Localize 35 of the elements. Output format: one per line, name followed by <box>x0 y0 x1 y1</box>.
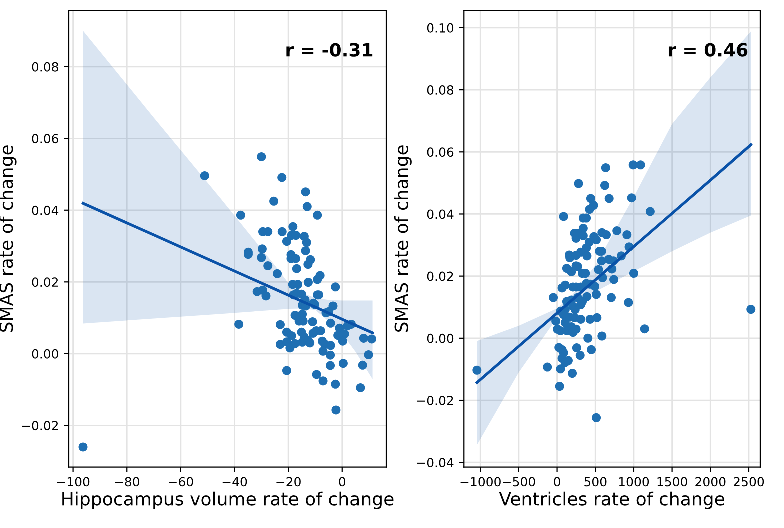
annotation: r = 0.46 <box>668 43 748 57</box>
x-tick-label: 1500 <box>658 477 688 487</box>
x-axis-title: Ventricles rate of change <box>499 492 724 510</box>
x-tick-label: −20 <box>276 477 301 487</box>
y-tick-label: 0.08 <box>32 62 58 72</box>
x-tick-label: 0 <box>339 477 346 487</box>
y-tick-label: −0.02 <box>22 421 58 431</box>
y-tick-label: 0.04 <box>427 210 454 220</box>
y-tick-label: −0.02 <box>417 396 454 406</box>
y-axis-title: SMAS rate of change <box>394 146 412 332</box>
x-tick-label: 500 <box>584 477 607 487</box>
y-tick-label: 0.00 <box>32 349 58 359</box>
y-tick-label: 0.02 <box>32 278 58 288</box>
x-axis-title: Hippocampus volume rate of change <box>62 492 394 510</box>
x-tick-label: −40 <box>222 477 248 487</box>
annotation: r = -0.31 <box>286 43 373 57</box>
y-tick-label: 0.04 <box>32 206 59 216</box>
x-tick-label: 1000 <box>619 477 650 487</box>
y-tick-label: 0.10 <box>427 23 454 33</box>
x-tick-label: −60 <box>169 477 194 487</box>
y-tick-label: 0.00 <box>427 334 454 344</box>
x-tick-label: 0 <box>554 477 560 487</box>
y-tick-label: 0.02 <box>427 272 454 282</box>
line-series <box>82 202 374 334</box>
y-tick-label: 0.06 <box>427 148 454 158</box>
line-series <box>476 144 753 384</box>
x-tick-label: 2500 <box>734 477 764 487</box>
x-tick-label: −1000 <box>460 477 501 487</box>
x-tick-label: −500 <box>503 477 536 487</box>
y-tick-label: −0.04 <box>417 458 454 468</box>
y-tick-label: 0.06 <box>32 134 58 144</box>
y-tick-label: 0.08 <box>427 86 454 95</box>
x-tick-label: −100 <box>57 477 90 487</box>
x-tick-label: 2000 <box>696 477 726 487</box>
x-tick-label: −80 <box>115 477 140 487</box>
